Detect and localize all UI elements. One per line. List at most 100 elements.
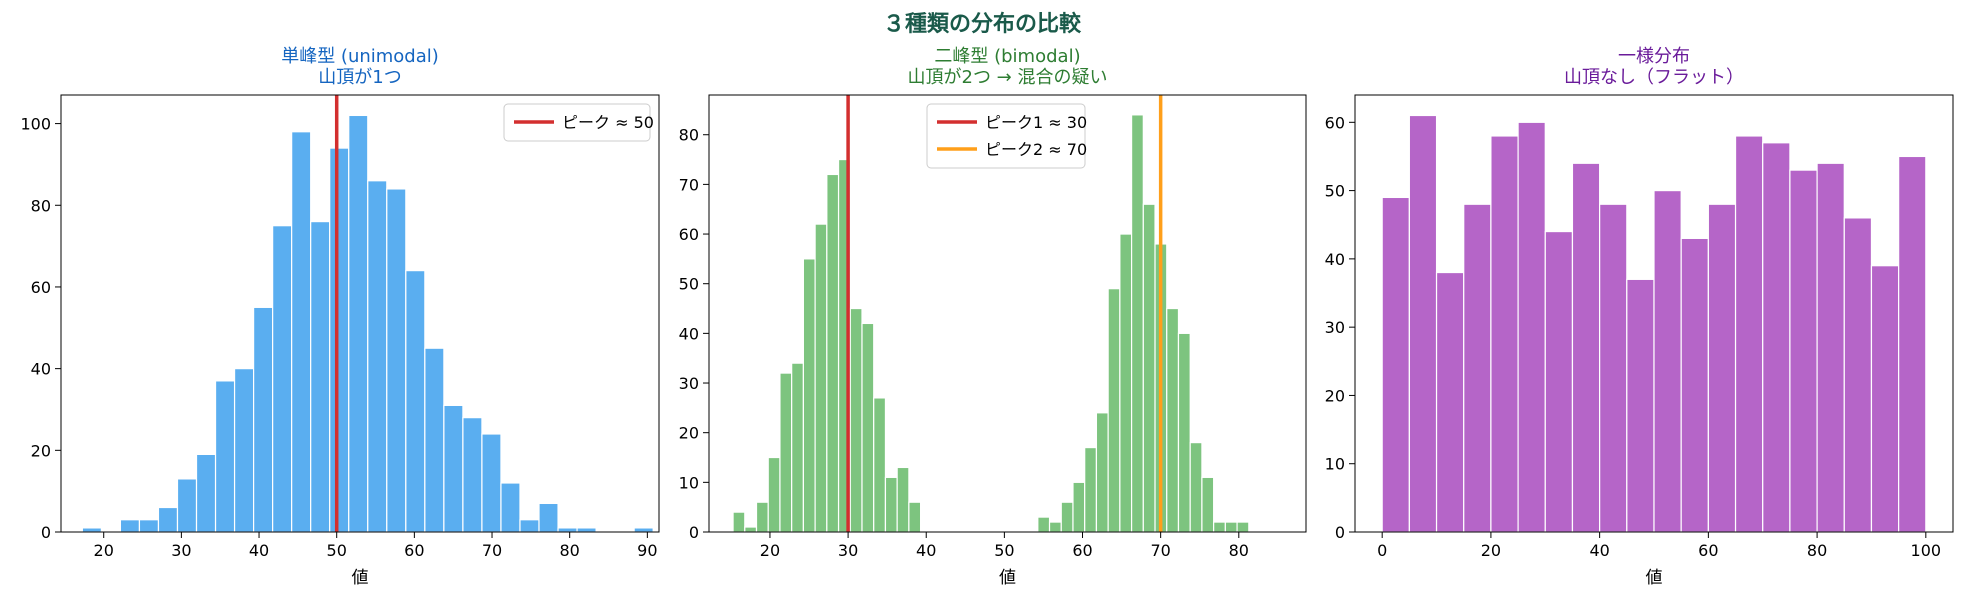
panel-2: 二峰型 (bimodal)山頂が2つ → 混合の疑い 20 30 40 50 60 70 80… xyxy=(679,46,1307,588)
bar xyxy=(214,380,236,533)
y-tick-label: 30 xyxy=(1325,318,1345,337)
bar xyxy=(1189,442,1203,533)
bar xyxy=(1517,121,1546,533)
bar xyxy=(405,270,426,533)
bar xyxy=(732,511,746,533)
x-tick-label: 70 xyxy=(1150,541,1170,560)
x-tick-label: 0 xyxy=(1377,541,1387,560)
bar xyxy=(1107,288,1121,533)
x-tick-label: 30 xyxy=(171,541,191,560)
bar xyxy=(176,478,198,533)
bar xyxy=(1843,217,1873,533)
bar xyxy=(767,456,781,533)
legend-box xyxy=(503,103,651,142)
x-axis-label: 値 xyxy=(1646,568,1663,588)
bar xyxy=(1898,155,1927,533)
y-tick-label: 10 xyxy=(679,473,699,492)
y-tick-label: 20 xyxy=(1325,386,1345,405)
legend: ピーク ≈ 50 xyxy=(503,103,654,142)
bar xyxy=(1037,516,1051,533)
x-axis-label: 値 xyxy=(999,568,1016,588)
x-tick-label: 80 xyxy=(1807,541,1827,560)
bar xyxy=(1201,476,1215,533)
bar xyxy=(1060,501,1074,533)
x-tick-label: 30 xyxy=(838,541,858,560)
x-tick-label: 50 xyxy=(327,541,347,560)
legend-label-2: ピーク2 ≈ 70 xyxy=(985,140,1087,159)
bar xyxy=(1408,114,1438,533)
bar xyxy=(1463,203,1492,533)
y-tick-label: 50 xyxy=(1325,182,1345,201)
bar xyxy=(1224,521,1238,533)
bar xyxy=(1119,233,1133,533)
bar xyxy=(272,225,293,533)
panel-3-title-line-2: 山頂なし（フラット） xyxy=(1564,67,1744,88)
bar xyxy=(1048,521,1062,533)
x-tick-label: 60 xyxy=(404,541,424,560)
bar xyxy=(908,501,922,533)
x-tick-label: 20 xyxy=(94,541,114,560)
x-tick-label: 70 xyxy=(482,541,502,560)
panel-1-title-line-1: 単峰型 (unimodal) xyxy=(281,46,439,67)
y-tick-label: 100 xyxy=(20,115,51,134)
bar xyxy=(481,433,502,533)
y-tick-label: 60 xyxy=(31,278,51,297)
bar xyxy=(1870,265,1900,533)
x-tick-label: 20 xyxy=(760,541,780,560)
bar xyxy=(1544,230,1574,533)
bar xyxy=(1734,135,1764,533)
bar xyxy=(386,188,407,533)
bar xyxy=(291,131,312,533)
x-tick-label: 50 xyxy=(994,541,1014,560)
y-tick-label: 40 xyxy=(679,324,699,343)
bar xyxy=(81,527,102,533)
bar xyxy=(1435,271,1465,533)
bar xyxy=(896,466,910,533)
y-tick-label: 10 xyxy=(1325,455,1345,474)
bar xyxy=(329,147,350,533)
bar xyxy=(873,397,887,533)
bar xyxy=(849,307,863,533)
x-tick-label: 80 xyxy=(560,541,580,560)
bar xyxy=(1381,196,1410,533)
bar xyxy=(119,519,141,533)
bar xyxy=(1490,135,1519,533)
y-tick-label: 70 xyxy=(679,175,699,194)
x-tick-label: 60 xyxy=(1698,541,1718,560)
bar xyxy=(802,258,816,533)
bar xyxy=(1130,114,1144,533)
axes-frame xyxy=(60,94,660,533)
bar xyxy=(367,180,388,533)
bar xyxy=(462,417,483,533)
bar xyxy=(500,482,521,533)
x-tick-label: 20 xyxy=(1481,541,1501,560)
bar xyxy=(1707,203,1737,533)
bar xyxy=(814,223,828,533)
legend-label-1: ピーク ≈ 50 xyxy=(562,113,654,132)
y-tick-label: 0 xyxy=(41,523,51,542)
y-tick-label: 60 xyxy=(679,225,699,244)
bar xyxy=(310,221,331,533)
y-tick-label: 20 xyxy=(679,424,699,443)
bar xyxy=(1762,142,1791,533)
bar xyxy=(1142,203,1156,533)
bar xyxy=(1072,481,1086,533)
bar xyxy=(1571,162,1601,533)
bar xyxy=(1236,521,1250,533)
panel-2-title-line-2: 山頂が2つ → 混合の疑い xyxy=(908,67,1108,88)
y-tick-label: 80 xyxy=(31,196,51,215)
y-tick-label: 0 xyxy=(689,523,699,542)
y-tick-label: 0 xyxy=(1335,523,1345,542)
bar xyxy=(1213,521,1226,533)
y-tick-label: 40 xyxy=(31,360,51,379)
figure-title: ３種類の分布の比較 xyxy=(883,11,1082,37)
legend: ピーク1 ≈ 30 ピーク2 ≈ 70 xyxy=(926,103,1087,169)
legend-label-1: ピーク1 ≈ 30 xyxy=(985,113,1087,132)
x-tick-label: 40 xyxy=(1589,541,1609,560)
bar xyxy=(576,527,597,533)
y-tick-label: 80 xyxy=(679,126,699,145)
bar xyxy=(1626,278,1655,533)
bar xyxy=(1653,189,1682,533)
x-tick-label: 40 xyxy=(249,541,269,560)
